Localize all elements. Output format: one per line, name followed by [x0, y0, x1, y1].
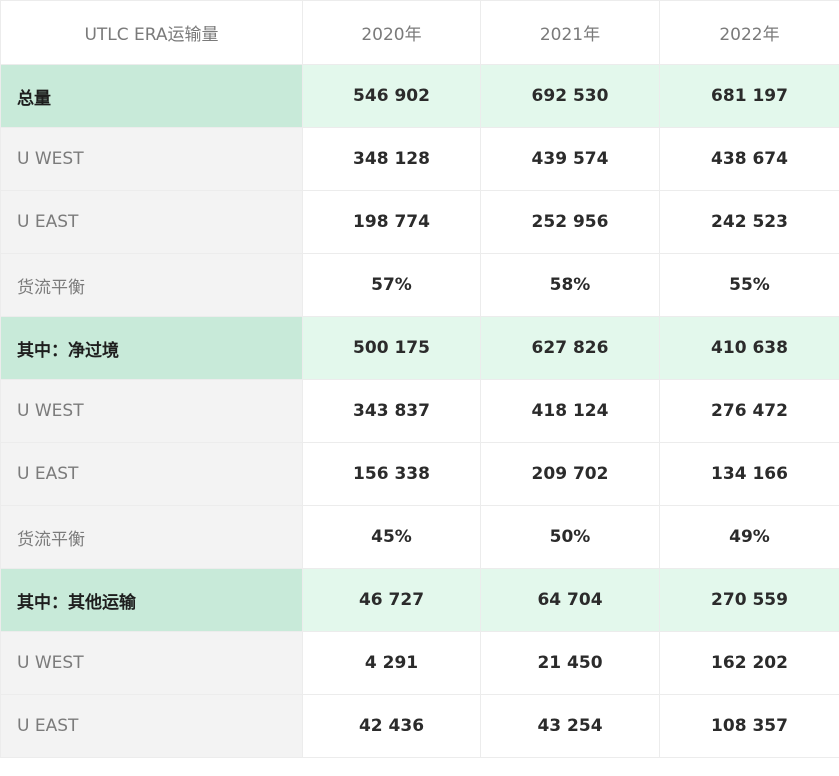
value-cell: 134 166	[659, 442, 839, 506]
row-label: U WEST	[0, 379, 303, 443]
row-label: U EAST	[0, 442, 303, 506]
table-group-row: 总量 546 902 692 530 681 197	[0, 64, 839, 128]
value-cell: 242 523	[659, 190, 839, 254]
value-cell: 438 674	[659, 127, 839, 191]
table-group-row: 其中：其他运输 46 727 64 704 270 559	[0, 568, 839, 632]
value-cell: 276 472	[659, 379, 839, 443]
value-cell: 418 124	[480, 379, 660, 443]
header-year-2021: 2021年	[480, 0, 660, 65]
header-row: UTLC ERA运输量 2020年 2021年 2022年	[0, 0, 839, 65]
value-cell: 156 338	[302, 442, 481, 506]
value-cell: 55%	[659, 253, 839, 317]
value-cell: 46 727	[302, 568, 481, 632]
value-cell: 45%	[302, 505, 481, 569]
table-group-row: 其中：净过境 500 175 627 826 410 638	[0, 316, 839, 380]
value-cell: 209 702	[480, 442, 660, 506]
value-cell: 252 956	[480, 190, 660, 254]
value-cell: 57%	[302, 253, 481, 317]
header-year-2022: 2022年	[659, 0, 839, 65]
header-year-2020: 2020年	[302, 0, 481, 65]
value-cell: 627 826	[480, 316, 660, 380]
transport-volume-table: UTLC ERA运输量 2020年 2021年 2022年 总量 546 902 6…	[0, 0, 839, 758]
value-cell: 64 704	[480, 568, 660, 632]
value-cell: 439 574	[480, 127, 660, 191]
table-row: U WEST 348 128 439 574 438 674	[0, 127, 839, 191]
table-row: 货流平衡 57% 58% 55%	[0, 253, 839, 317]
value-cell: 50%	[480, 505, 660, 569]
value-cell: 681 197	[659, 64, 839, 128]
value-cell: 108 357	[659, 694, 839, 758]
value-cell: 43 254	[480, 694, 660, 758]
value-cell: 42 436	[302, 694, 481, 758]
value-cell: 546 902	[302, 64, 481, 128]
row-label: 货流平衡	[0, 505, 303, 569]
row-label: U EAST	[0, 190, 303, 254]
table-row: 货流平衡 45% 50% 49%	[0, 505, 839, 569]
value-cell: 21 450	[480, 631, 660, 695]
value-cell: 270 559	[659, 568, 839, 632]
value-cell: 162 202	[659, 631, 839, 695]
value-cell: 500 175	[302, 316, 481, 380]
table-row: U EAST 42 436 43 254 108 357	[0, 694, 839, 758]
value-cell: 198 774	[302, 190, 481, 254]
row-label: 货流平衡	[0, 253, 303, 317]
row-label: U EAST	[0, 694, 303, 758]
value-cell: 58%	[480, 253, 660, 317]
table-row: U EAST 156 338 209 702 134 166	[0, 442, 839, 506]
value-cell: 4 291	[302, 631, 481, 695]
table-body: 总量 546 902 692 530 681 197 U WEST 348 128 439 …	[0, 64, 839, 758]
value-cell: 410 638	[659, 316, 839, 380]
value-cell: 692 530	[480, 64, 660, 128]
row-label: 其中：其他运输	[0, 568, 303, 632]
table-header: UTLC ERA运输量 2020年 2021年 2022年	[0, 0, 839, 65]
value-cell: 49%	[659, 505, 839, 569]
header-label-cell: UTLC ERA运输量	[0, 0, 303, 65]
value-cell: 348 128	[302, 127, 481, 191]
value-cell: 343 837	[302, 379, 481, 443]
row-label: 其中：净过境	[0, 316, 303, 380]
table-row: U WEST 4 291 21 450 162 202	[0, 631, 839, 695]
table-row: U WEST 343 837 418 124 276 472	[0, 379, 839, 443]
row-label: U WEST	[0, 127, 303, 191]
row-label: 总量	[0, 64, 303, 128]
row-label: U WEST	[0, 631, 303, 695]
table-row: U EAST 198 774 252 956 242 523	[0, 190, 839, 254]
